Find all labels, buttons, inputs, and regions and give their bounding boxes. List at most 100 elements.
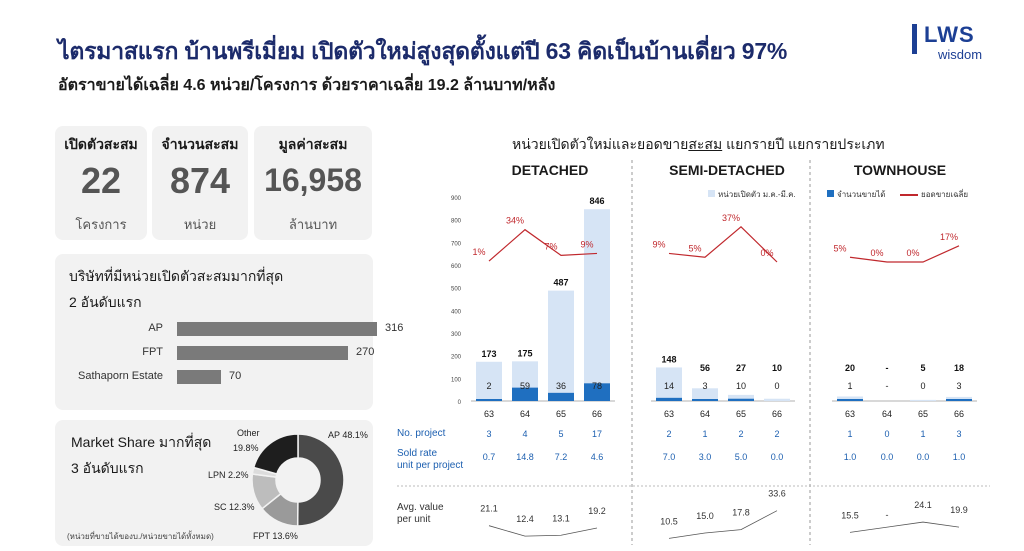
company-value: 270 [356,346,375,358]
project-count-label: 1 [702,429,707,439]
stat-card-projects: เปิดตัวสะสม 22 โครงการ [55,126,147,240]
launch-bar [512,361,538,401]
project-count-label: 4 [522,429,527,439]
y-tick-label: 900 [451,196,462,202]
category-label: 65 [736,409,746,419]
stat-card-units: จำนวนสะสม 874 หน่วย [152,126,248,240]
sold-rate-label: 1.0 [953,452,966,462]
launch-bar [910,399,936,401]
row-label-soldrate-2: unit per project [397,460,464,471]
sold-rate-pct-label: 34% [506,216,524,226]
sold-bar [692,399,718,401]
top-companies-title: บริษัทที่มีหน่วยเปิดตัวสะสมมากที่สุด [69,268,284,284]
market-share-note: (หน่วยที่ขายได้ของบ./หน่วยขายได้ทั้งหมด) [67,532,214,541]
top-companies-subtitle: 2 อันดับแรก [69,294,142,310]
stat-value: 874 [169,160,231,201]
sold-value-label: 1 [847,381,852,391]
company-bar [177,370,221,384]
stat-label: จำนวนสะสม [161,136,239,152]
company-name: AP [148,322,163,334]
y-tick-label: 700 [451,241,462,247]
sold-rate-label: 0.7 [483,452,496,462]
avg-value-line [668,510,778,539]
sold-rate-label: 0.0 [881,452,894,462]
sold-value-label: 3 [956,381,961,391]
sold-value-label: 10 [736,381,746,391]
sold-rate-pct-label: 37% [722,213,740,223]
panel-title-detached: DETACHED [511,162,589,178]
category-label: 66 [954,409,964,419]
launch-value-label: 148 [661,354,676,364]
sold-bar [548,392,574,401]
legend-rate: ยอดขายเฉลี่ย [900,188,968,201]
chart-title: หน่วยเปิดตัวใหม่และยอดขายสะสม แยกรายปี แ… [512,134,885,156]
market-share-card: Market Share มากที่สุด 3 อันดับแรก Other… [55,420,373,546]
launch-bar [764,398,790,401]
sold-rate-pct-label: 5% [833,243,846,253]
donut-label-other-pct: 19.8% [233,443,259,453]
row-label-soldrate-1: Sold rate [397,448,438,459]
launch-bar [656,367,682,401]
sold-value-label: 14 [664,381,674,391]
panel-title-semi: SEMI-DETACHED [669,162,785,178]
stat-label: เปิดตัวสะสม [64,136,138,152]
legend-sold-label: จำนวนขายได้ [837,190,886,199]
donut-label-ap: AP 48.1% [328,430,368,440]
sold-rate-label: 0.0 [917,452,930,462]
stat-card-value: มูลค่าสะสม 16,958 ล้านบาท [254,126,372,240]
donut-label-sc: SC 12.3% [214,502,255,512]
company-value: 70 [229,370,242,382]
market-share-title: Market Share มากที่สุด [71,434,212,450]
sold-value-label: 59 [520,381,530,391]
sold-rate-pct-label: 17% [940,232,958,242]
sold-value-label: 78 [592,381,602,391]
launch-value-label: - [886,363,889,373]
project-count-label: 2 [666,429,671,439]
project-count-label: 2 [774,429,779,439]
category-label: 65 [556,409,566,419]
avg-value-label: - [886,510,889,520]
avg-value-label: 10.5 [660,516,678,526]
avg-value-label: 19.9 [950,505,968,515]
legend-launch-swatch [708,190,715,197]
page-subtitle: อัตราขายได้เฉลี่ย 4.6 หน่วย/โครงการ ด้วย… [58,77,556,94]
donut-slice [296,433,345,527]
category-label: 66 [772,409,782,419]
y-tick-label: 400 [451,309,462,315]
avg-value-label: 12.4 [516,514,534,524]
avg-value-label: 19.2 [588,506,606,516]
lws-logo: LWS wisdom [906,20,1016,68]
row-label-avg-2: per unit [397,514,431,525]
row-label-avg-1: Avg. value [397,502,444,513]
launch-bar [692,388,718,401]
company-bar [177,346,348,360]
launch-value-label: 18 [954,363,964,373]
sold-rate-pct-label: 5% [688,243,701,253]
logo-bar-icon [912,24,917,54]
donut-label-fpt: FPT 13.6% [253,531,298,541]
sold-bar [512,387,538,401]
sold-bar [728,398,754,401]
sold-value-label: 0 [920,381,925,391]
sold-rate-pct-label: 9% [652,239,665,249]
sold-rate-line [488,228,598,262]
launch-bar [946,396,972,401]
launch-value-label: 487 [553,278,568,288]
sold-rate-label: 14.8 [516,452,534,462]
chart-title-pre: หน่วยเปิดตัวใหม่และยอดขาย [512,136,689,152]
launch-value-label: 5 [920,363,925,373]
avg-value-line [488,525,598,537]
stat-unit: ล้านบาท [288,217,338,232]
avg-value-label: 15.0 [696,511,714,521]
y-tick-label: 600 [451,264,462,270]
sold-value-label: 36 [556,381,566,391]
donut-label-other: Other [237,428,260,438]
launch-value-label: 10 [772,363,782,373]
sold-bar [837,399,863,401]
category-label: 66 [592,409,602,419]
category-label: 64 [700,409,710,419]
legend-launch-label: หน่วยเปิดตัว ม.ค.-มี.ค. [718,190,796,199]
y-tick-label: 100 [451,377,462,383]
category-label: 63 [484,409,494,419]
project-count-label: 3 [956,429,961,439]
